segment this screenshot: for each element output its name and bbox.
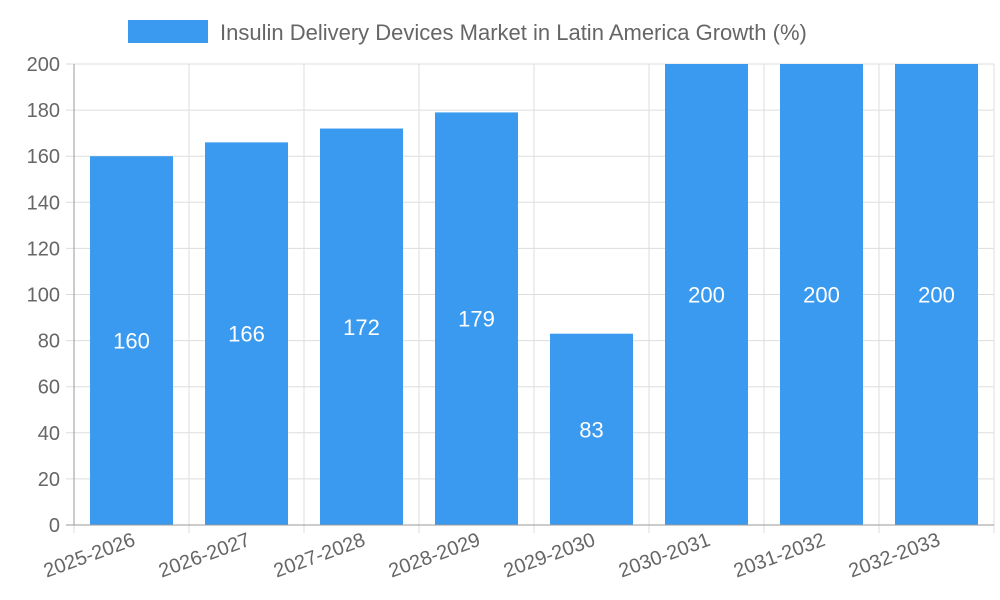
bar-2029-2030[interactable] <box>550 333 633 525</box>
x-axis-ticks: 2025-2026 2026-2027 2027-2028 2028-2029 2029… <box>41 529 943 582</box>
bar-2028-2029[interactable] <box>435 112 518 525</box>
x-tick-label: 2025-2026 <box>41 529 138 582</box>
x-tick-label: 2031-2032 <box>731 529 828 582</box>
x-tick-label: 2027-2028 <box>271 529 368 582</box>
bar-value-label: 160 <box>113 329 150 354</box>
bar-2026-2027[interactable] <box>205 142 288 525</box>
bar-2032-2033[interactable] <box>895 64 978 525</box>
y-axis-ticks: 0 20 40 60 80 100 120 140 160 180 200 <box>27 54 60 537</box>
bar-value-label: 179 <box>458 307 495 332</box>
x-tick-label: 2029-2030 <box>501 529 598 582</box>
legend-label[interactable]: Insulin Delivery Devices Market in Latin… <box>220 20 807 45</box>
y-tick-label: 180 <box>27 100 60 122</box>
y-tick-label: 0 <box>49 515 60 537</box>
y-tick-label: 120 <box>27 238 60 260</box>
x-tick-label: 2032-2033 <box>846 529 943 582</box>
bar-2030-2031[interactable] <box>665 64 748 525</box>
y-tick-label: 20 <box>38 469 60 491</box>
bar-value-label: 172 <box>343 315 380 340</box>
bar-value-label: 200 <box>918 283 955 308</box>
legend-swatch[interactable] <box>128 20 208 43</box>
x-tick-label: 2026-2027 <box>156 529 253 582</box>
legend[interactable]: Insulin Delivery Devices Market in Latin… <box>128 20 807 45</box>
bar-value-label: 200 <box>803 283 840 308</box>
bar-value-label: 200 <box>688 283 725 308</box>
bar-2027-2028[interactable] <box>320 128 403 526</box>
y-tick-label: 140 <box>27 192 60 214</box>
x-tick-label: 2028-2029 <box>386 529 483 582</box>
bar-value-label: 166 <box>228 322 265 347</box>
bar-value-label: 83 <box>579 417 603 442</box>
y-tick-label: 80 <box>38 331 60 353</box>
x-tick-label: 2030-2031 <box>616 529 713 582</box>
y-tick-label: 100 <box>27 285 60 307</box>
axes <box>66 64 994 526</box>
data-labels: 160 166 172 179 83 200 200 200 <box>113 283 955 443</box>
y-tick-label: 40 <box>38 423 60 445</box>
bars <box>90 64 978 526</box>
y-tick-label: 60 <box>38 377 60 399</box>
bar-2025-2026[interactable] <box>90 156 173 525</box>
y-tick-label: 200 <box>27 54 60 76</box>
bar-2031-2032[interactable] <box>780 64 863 525</box>
y-tick-label: 160 <box>27 146 60 168</box>
